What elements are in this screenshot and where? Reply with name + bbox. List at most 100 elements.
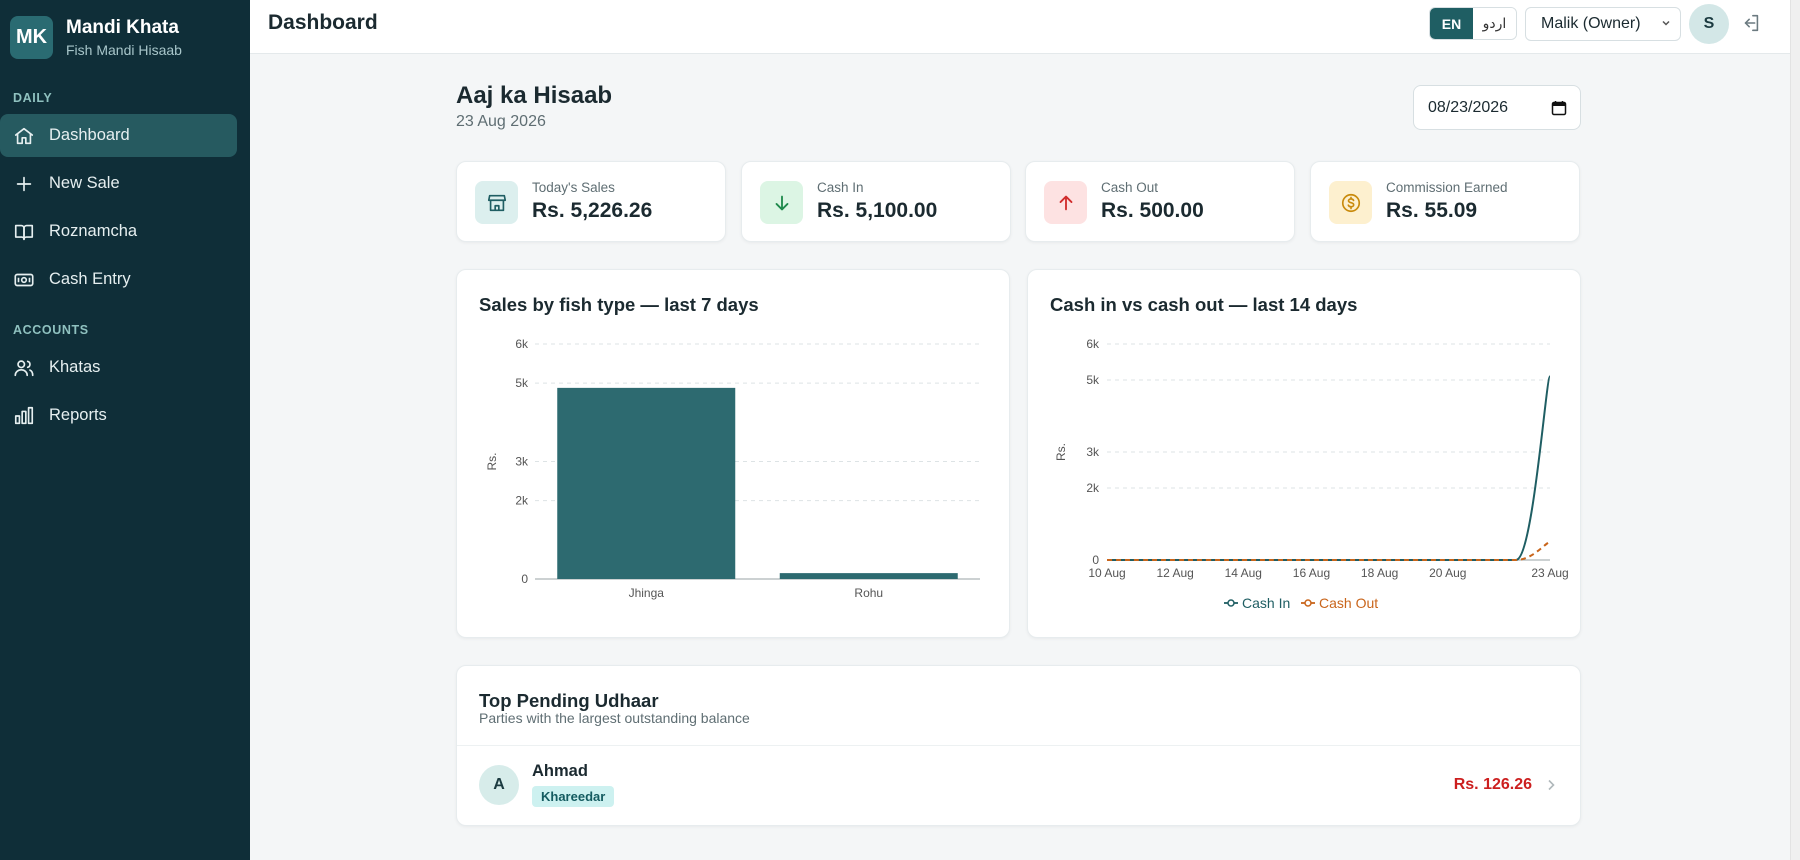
stat-label: Today's Sales bbox=[532, 180, 615, 195]
legend-marker bbox=[1227, 599, 1235, 607]
legend-label: Cash In bbox=[1242, 595, 1290, 611]
sidebar-item-label: Khatas bbox=[49, 358, 101, 376]
sidebar-item-label: Roznamcha bbox=[49, 222, 138, 240]
logout-icon[interactable] bbox=[1740, 12, 1762, 34]
page-title: Dashboard bbox=[268, 11, 378, 34]
book-icon bbox=[14, 224, 34, 240]
sidebar-item-dashboard[interactable]: Dashboard bbox=[0, 114, 237, 157]
app-subtitle: Fish Mandi Hisaab bbox=[66, 41, 182, 58]
party-name: Ahmad bbox=[532, 762, 588, 780]
sidebar-item-label: New Sale bbox=[49, 174, 120, 192]
sidebar-item-roznamcha[interactable]: Roznamcha bbox=[0, 210, 237, 253]
stat-label: Cash Out bbox=[1101, 180, 1159, 195]
y-tick-label: 3k bbox=[1086, 445, 1100, 459]
x-tick-label: 12 Aug bbox=[1156, 566, 1193, 580]
date-picker-input[interactable]: 08/23/2026 bbox=[1413, 85, 1581, 130]
x-tick-label: Rohu bbox=[854, 586, 883, 600]
chart-legend: Cash In Cash Out bbox=[1224, 595, 1378, 611]
legend-marker bbox=[1304, 599, 1312, 607]
sidebar-item-cash-entry[interactable]: Cash Entry bbox=[0, 258, 237, 301]
x-tick-label: Jhinga bbox=[629, 586, 665, 600]
stat-value: Rs. 5,226.26 bbox=[532, 199, 653, 222]
store-icon bbox=[487, 194, 506, 211]
udhaar-subtitle: Parties with the largest outstanding bal… bbox=[479, 710, 750, 726]
nav-section-daily: DAILY bbox=[13, 91, 53, 105]
sidebar-item-new-sale[interactable]: New Sale bbox=[0, 162, 237, 205]
sidebar-item-khatas[interactable]: Khatas bbox=[0, 346, 237, 389]
x-tick-label: 14 Aug bbox=[1225, 566, 1262, 580]
y-tick-label: 2k bbox=[1086, 481, 1100, 495]
sales-bar-chart: 0 2k 3k 5k 6k Rs. Jhinga Rohu bbox=[485, 337, 980, 600]
udhaar-title: Top Pending Udhaar bbox=[479, 690, 659, 711]
stat-card-cash-out: Cash Out Rs. 500.00 bbox=[1025, 161, 1295, 242]
nav-section-accounts: ACCOUNTS bbox=[13, 323, 89, 337]
x-tick-label: 16 Aug bbox=[1293, 566, 1330, 580]
x-tick-label: 10 Aug bbox=[1088, 566, 1125, 580]
lang-en-button[interactable]: EN bbox=[1430, 8, 1473, 39]
sales-chart-title: Sales by fish type — last 7 days bbox=[479, 294, 759, 315]
series-line-cash-in bbox=[1107, 375, 1551, 561]
stat-value: Rs. 5,100.00 bbox=[817, 199, 938, 222]
cash-line-chart: 0 2k 3k 5k 6k Rs. 10 Aug 12 Aug 14 Aug 16 Aug 18 A… bbox=[1054, 337, 1569, 611]
sidebar-item-label: Dashboard bbox=[49, 126, 130, 144]
sales-chart-panel: Sales by fish type — last 7 days 0 2k 3k 5k… bbox=[456, 269, 1010, 638]
x-tick-label: 23 Aug bbox=[1531, 566, 1568, 580]
lang-urdu-button[interactable]: اردو bbox=[1473, 8, 1516, 39]
stat-label: Commission Earned bbox=[1386, 180, 1508, 195]
sidebar: MK Mandi Khata Fish Mandi Hisaab DAILY D… bbox=[0, 0, 250, 860]
app-name: Mandi Khata bbox=[66, 16, 179, 38]
main-date: 23 Aug 2026 bbox=[456, 113, 546, 130]
y-axis-label: Rs. bbox=[1054, 443, 1068, 461]
calendar-icon bbox=[1551, 101, 1567, 116]
stat-label: Cash In bbox=[817, 180, 864, 195]
users-icon bbox=[14, 359, 34, 376]
plus-icon bbox=[16, 176, 32, 191]
top-header: Dashboard EN اردو Malik (Owner) S bbox=[250, 0, 1800, 54]
y-tick-label: 6k bbox=[1086, 337, 1100, 351]
bar-chart-icon bbox=[14, 406, 34, 424]
brand: MK Mandi Khata Fish Mandi Hisaab bbox=[0, 0, 250, 74]
cash-chart-panel: Cash in vs cash out — last 14 days 0 2k 3k… bbox=[1027, 269, 1581, 638]
page-scrollbar[interactable] bbox=[1790, 0, 1800, 860]
role-select-value: Malik (Owner) bbox=[1541, 15, 1641, 32]
date-picker-value: 08/23/2026 bbox=[1428, 98, 1509, 116]
sidebar-item-label: Reports bbox=[49, 406, 107, 424]
chevron-down-icon bbox=[1662, 20, 1670, 26]
pending-udhaar-panel: Top Pending Udhaar Parties with the larg… bbox=[456, 665, 1581, 826]
y-tick-label: 0 bbox=[1092, 553, 1099, 567]
y-tick-label: 0 bbox=[521, 572, 528, 586]
y-tick-label: 6k bbox=[515, 337, 529, 351]
arrow-up-icon bbox=[1059, 195, 1072, 210]
cash-icon bbox=[14, 273, 34, 286]
stat-card-todays-sales: Today's Sales Rs. 5,226.26 bbox=[456, 161, 726, 242]
legend-label: Cash Out bbox=[1319, 595, 1378, 611]
coin-icon bbox=[1341, 193, 1360, 212]
party-type-badge: Khareedar bbox=[532, 786, 615, 807]
udhaar-row[interactable]: A Ahmad Khareedar Rs. 126.26 bbox=[457, 745, 1580, 825]
sidebar-item-label: Cash Entry bbox=[49, 270, 131, 288]
chevron-right-icon bbox=[1548, 779, 1555, 791]
bar-rohu bbox=[779, 573, 958, 579]
main-title: Aaj ka Hisaab bbox=[456, 82, 613, 109]
y-tick-label: 5k bbox=[515, 376, 529, 390]
role-select[interactable]: Malik (Owner) bbox=[1525, 7, 1681, 41]
stat-card-commission: Commission Earned Rs. 55.09 bbox=[1310, 161, 1580, 242]
stat-value: Rs. 500.00 bbox=[1101, 199, 1204, 222]
party-avatar: A bbox=[479, 765, 519, 805]
x-tick-label: 20 Aug bbox=[1429, 566, 1466, 580]
arrow-down-icon bbox=[775, 195, 788, 210]
stat-card-cash-in: Cash In Rs. 5,100.00 bbox=[741, 161, 1011, 242]
home-icon bbox=[14, 127, 34, 144]
logo: MK bbox=[10, 15, 53, 59]
sidebar-item-reports[interactable]: Reports bbox=[0, 394, 237, 437]
party-outstanding-amount: Rs. 126.26 bbox=[1453, 776, 1532, 793]
stat-value: Rs. 55.09 bbox=[1386, 199, 1478, 222]
y-tick-label: 2k bbox=[515, 494, 529, 508]
cash-chart-title: Cash in vs cash out — last 14 days bbox=[1050, 294, 1358, 315]
y-tick-label: 3k bbox=[515, 455, 529, 469]
user-avatar[interactable]: S bbox=[1689, 4, 1729, 44]
y-tick-label: 5k bbox=[1086, 373, 1100, 387]
bar-jhinga bbox=[557, 387, 736, 579]
y-axis-label: Rs. bbox=[485, 453, 499, 471]
x-tick-label: 18 Aug bbox=[1361, 566, 1398, 580]
